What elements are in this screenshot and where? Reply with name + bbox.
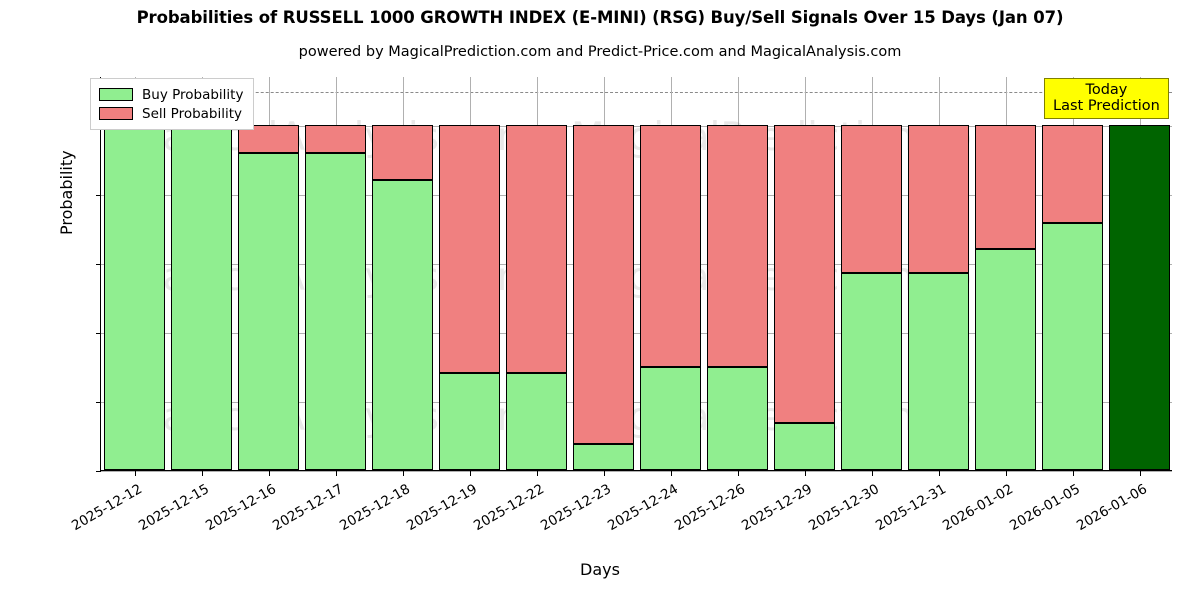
bar-segment-buy (573, 444, 634, 470)
bar-2025-12-22[interactable] (506, 76, 567, 470)
y-axis-label: Probability (57, 150, 76, 235)
x-axis-label: Days (580, 560, 620, 579)
bar-2025-12-15[interactable] (171, 76, 232, 470)
bar-segment-buy (841, 273, 902, 470)
y-tick-mark-40 (96, 333, 101, 335)
bar-2025-12-16[interactable] (238, 76, 299, 470)
bar-segment-buy (774, 423, 835, 470)
bar-segment-sell (707, 125, 768, 367)
plot-area: Probability MagicalAnalysis.comMagicalPr… (57, 76, 1172, 534)
bar-segment-sell (774, 125, 835, 424)
x-tick-mark-2026-01-02 (1005, 471, 1007, 476)
legend-label-buy: Buy Probability (142, 86, 244, 103)
bar-segment-buy (372, 180, 433, 470)
bar-segment-buy (506, 373, 567, 470)
gridline-y-80 (101, 195, 1172, 196)
x-tick-mark-2025-12-15 (201, 471, 203, 476)
bar-2026-01-06[interactable] (1109, 76, 1170, 470)
x-tick-mark-2025-12-23 (603, 471, 605, 476)
bar-segment-sell (305, 125, 366, 153)
x-tick-mark-2025-12-24 (670, 471, 672, 476)
gridline-y-0 (101, 471, 1172, 472)
bar-segment-sell (908, 125, 969, 274)
x-tick-mark-2025-12-18 (402, 471, 404, 476)
legend-swatch-buy-icon (99, 88, 133, 101)
bar-2025-12-26[interactable] (707, 76, 768, 470)
today-annotation: Today Last Prediction (1044, 78, 1169, 120)
bar-2025-12-30[interactable] (841, 76, 902, 470)
bar-2025-12-19[interactable] (439, 76, 500, 470)
x-tick-mark-2025-12-30 (871, 471, 873, 476)
gridline-y-60 (101, 264, 1172, 265)
x-tick-mark-2025-12-26 (737, 471, 739, 476)
chart-title: Probabilities of RUSSELL 1000 GROWTH IND… (136, 8, 1064, 27)
bar-2025-12-31[interactable] (908, 76, 969, 470)
y-tick-mark-60 (96, 264, 101, 266)
y-tick-mark-0 (96, 471, 101, 473)
today-annotation-line2: Last Prediction (1053, 98, 1160, 115)
bar-segment-buy (707, 366, 768, 470)
bar-segment-buy (171, 125, 232, 470)
legend-swatch-sell-icon (99, 107, 133, 120)
bar-2025-12-12[interactable] (104, 76, 165, 470)
bar-segment-buy (305, 152, 366, 470)
x-tick-mark-2025-12-29 (804, 471, 806, 476)
bar-segment-buy (238, 152, 299, 470)
bar-2025-12-17[interactable] (305, 76, 366, 470)
bar-2025-12-29[interactable] (774, 76, 835, 470)
chart-legend: Buy Probability Sell Probability (90, 78, 255, 130)
gridline-y-40 (101, 333, 1172, 334)
gridline-y-100 (101, 126, 1172, 127)
bar-segment-sell (1042, 125, 1103, 224)
bar-segment-buy (908, 273, 969, 470)
bar-2025-12-23[interactable] (573, 76, 634, 470)
bar-segment-sell (573, 125, 634, 445)
legend-item-buy: Buy Probability (99, 85, 243, 104)
bar-2026-01-05[interactable] (1042, 76, 1103, 470)
bar-segment-sell (841, 125, 902, 274)
legend-item-sell: Sell Probability (99, 104, 243, 123)
bar-segment-buy (1042, 223, 1103, 470)
dashed-reference-line (101, 91, 1172, 93)
bar-2026-01-02[interactable] (975, 76, 1036, 470)
x-tick-mark-2025-12-31 (938, 471, 940, 476)
bar-segment-buy (439, 373, 500, 470)
bar-segment-buy (104, 125, 165, 470)
x-tick-mark-2025-12-22 (536, 471, 538, 476)
x-tick-mark-2026-01-05 (1072, 471, 1074, 476)
today-annotation-line1: Today (1085, 82, 1128, 98)
bar-segment-buy (640, 366, 701, 470)
gridline-y-20 (101, 402, 1172, 403)
y-tick-mark-80 (96, 195, 101, 197)
bar-segment-buy (975, 249, 1036, 470)
bar-segment-sell (372, 125, 433, 181)
x-tick-mark-2025-12-12 (134, 471, 136, 476)
bar-segment-sell (439, 125, 500, 374)
bar-2025-12-18[interactable] (372, 76, 433, 470)
bar-segment-sell (506, 125, 567, 374)
chart-subtitle: powered by MagicalPrediction.com and Pre… (298, 44, 902, 60)
bar-segment-sell (975, 125, 1036, 250)
x-tick-mark-2025-12-16 (268, 471, 270, 476)
y-tick-mark-20 (96, 402, 101, 404)
bar-2025-12-24[interactable] (640, 76, 701, 470)
legend-label-sell: Sell Probability (142, 105, 243, 122)
x-tick-mark-2025-12-17 (335, 471, 337, 476)
x-tick-mark-2025-12-19 (469, 471, 471, 476)
bar-segment-sell (640, 125, 701, 367)
x-tick-mark-2026-01-06 (1139, 471, 1141, 476)
bar-segment-today (1109, 125, 1170, 470)
